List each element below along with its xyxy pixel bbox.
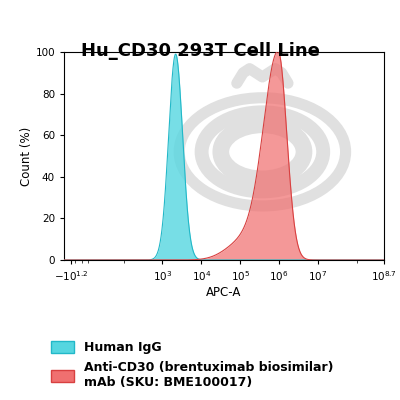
Text: Hu_CD30 293T Cell Line: Hu_CD30 293T Cell Line (80, 42, 320, 60)
Y-axis label: Count (%): Count (%) (20, 126, 32, 186)
X-axis label: APC-A: APC-A (206, 286, 242, 299)
Legend: Human IgG, Anti-CD30 (brentuximab biosimilar)
mAb (SKU: BME100017): Human IgG, Anti-CD30 (brentuximab biosim… (46, 336, 338, 394)
